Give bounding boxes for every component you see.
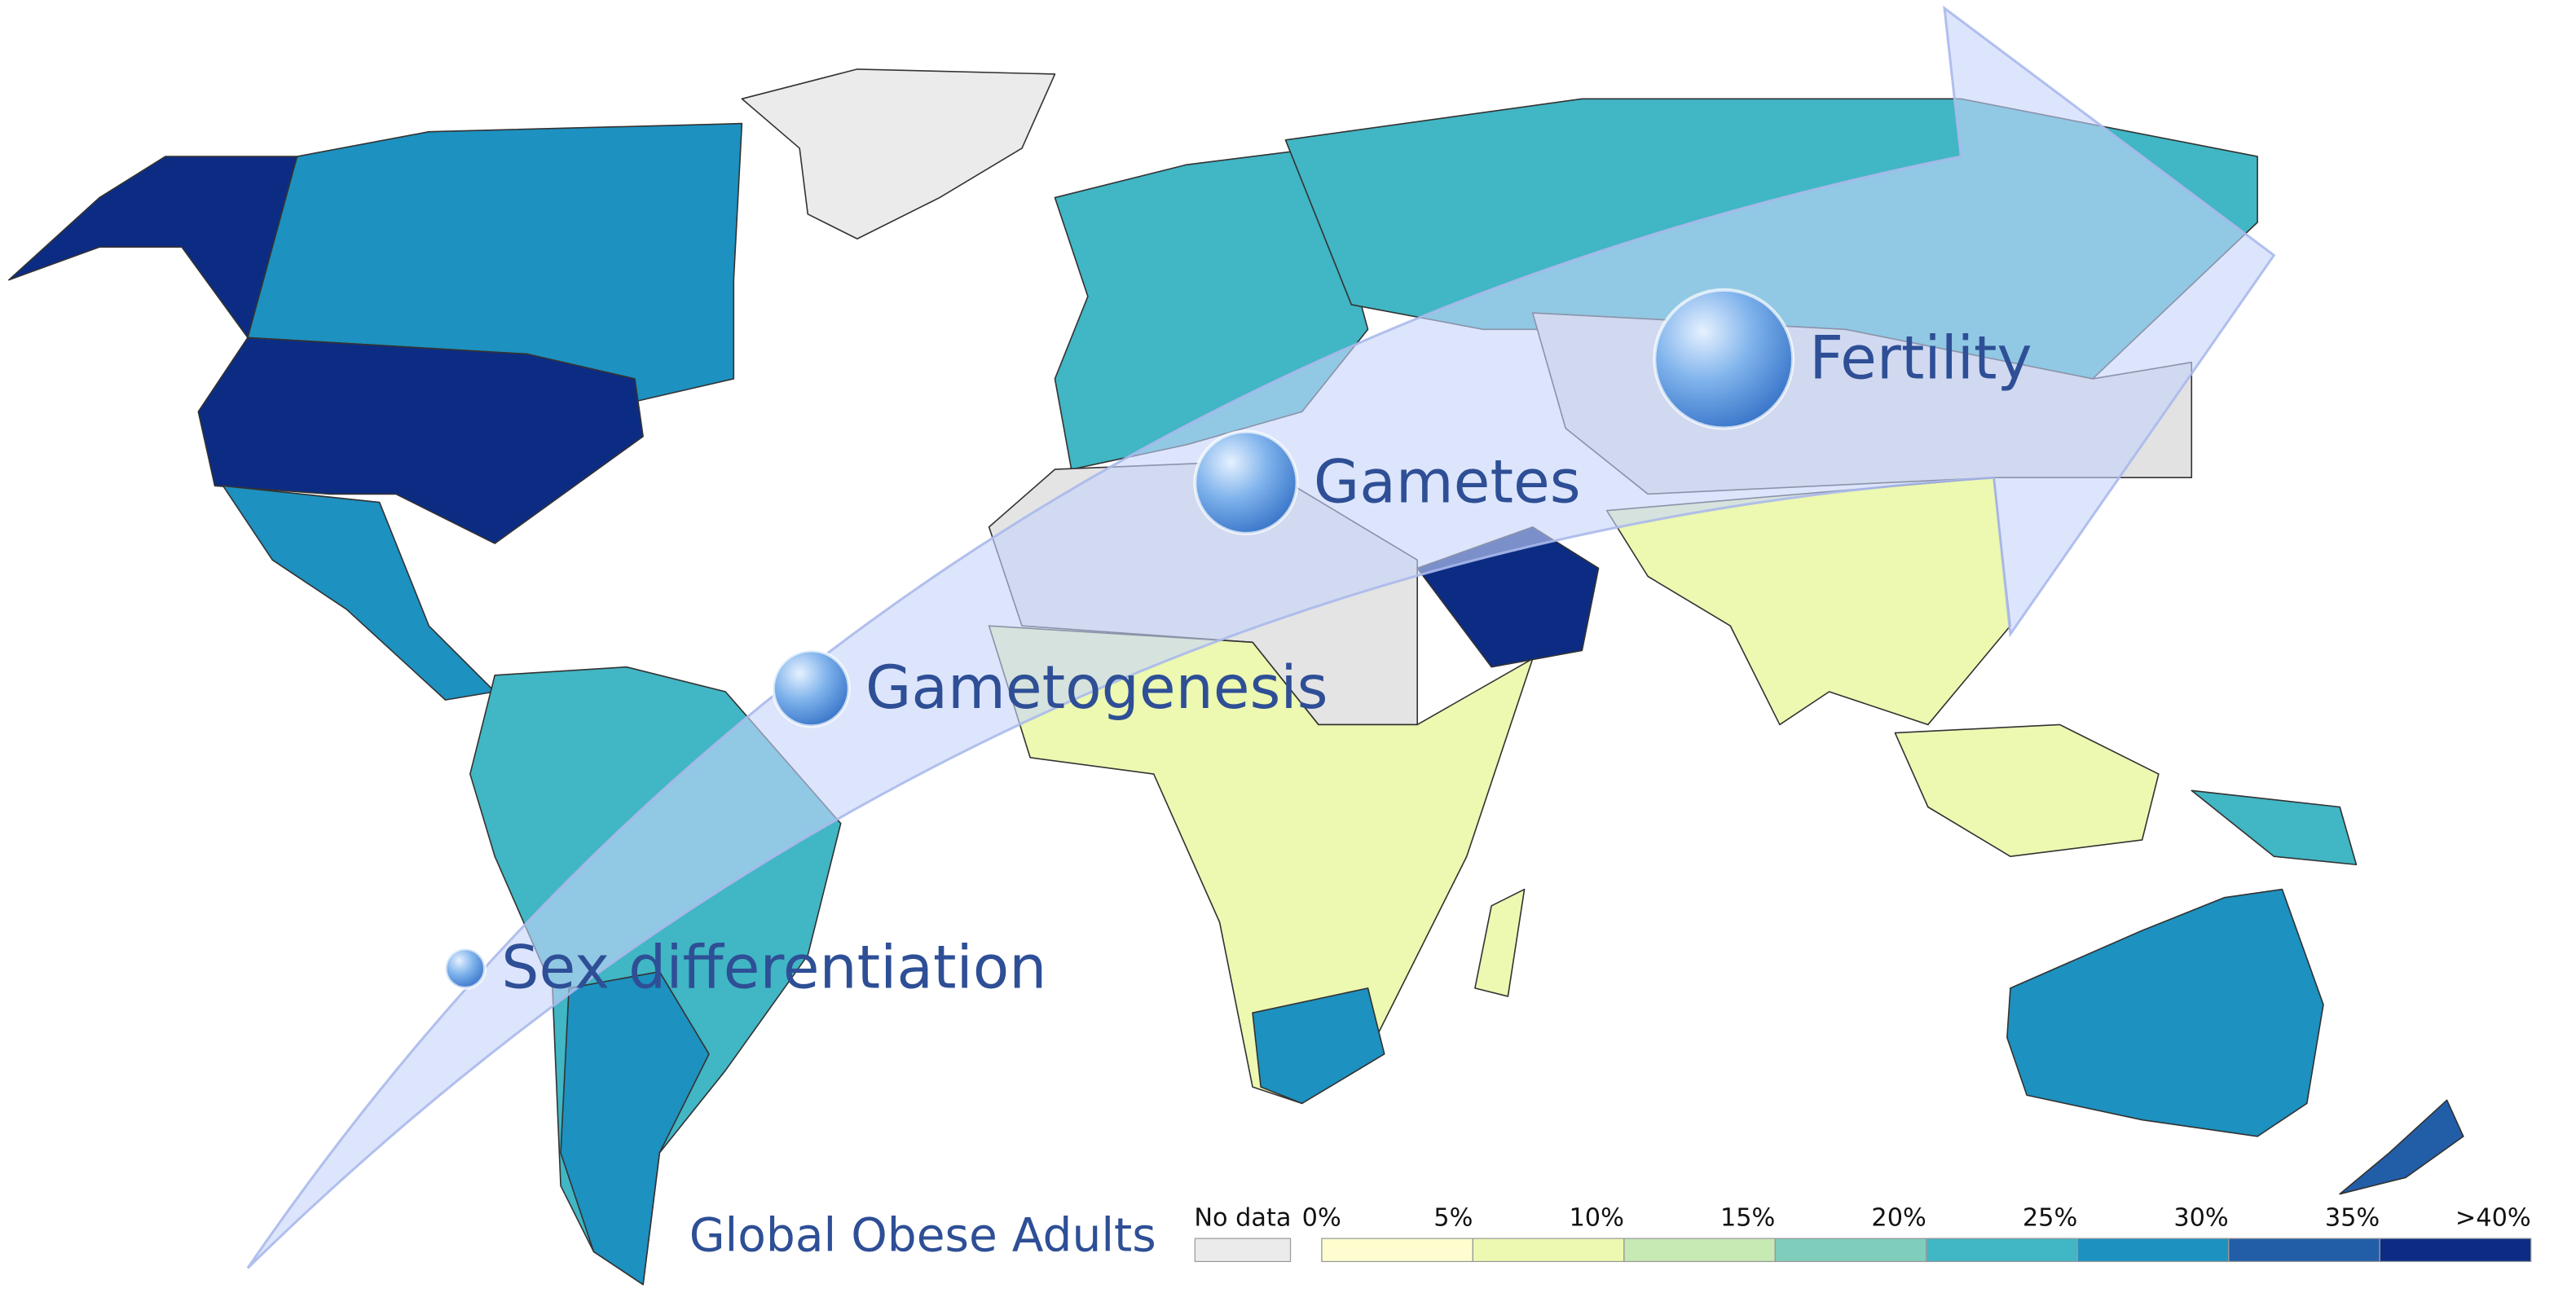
africa <box>988 625 1534 1105</box>
new-zealand <box>2339 1099 2464 1195</box>
no-data-label: No data <box>1194 1203 1291 1232</box>
southern-africa <box>1252 987 1385 1105</box>
stage-bubble <box>1653 288 1795 430</box>
legend-swatch <box>2076 1238 2230 1263</box>
legend-swatch <box>1774 1238 1927 1263</box>
legend-tick-label: 25% <box>2023 1203 2077 1232</box>
legend-tick-label: 30% <box>2173 1203 2228 1232</box>
legend-swatch <box>1623 1238 1776 1263</box>
papua <box>2191 789 2358 866</box>
stage-label: Gametogenesis <box>865 653 1328 723</box>
usa <box>197 336 644 544</box>
legend-swatch <box>2228 1238 2380 1263</box>
legend-swatch <box>1321 1238 1474 1263</box>
stage-label: Sex differentiation <box>501 934 1046 1003</box>
legend-tick-label: 0% <box>1302 1203 1341 1232</box>
stage-bubble <box>443 947 487 990</box>
legend-swatch <box>2379 1238 2532 1263</box>
madagascar <box>1474 888 1526 997</box>
central-america <box>222 485 495 701</box>
no-data-swatch <box>1194 1238 1292 1263</box>
alaska <box>8 156 298 339</box>
stage-label: Gametes <box>1314 447 1581 517</box>
legend-tick-label: 15% <box>1720 1203 1775 1232</box>
greenland <box>741 68 1056 240</box>
stage-bubble <box>1193 429 1299 535</box>
legend-tick-label: 5% <box>1433 1203 1473 1232</box>
legend-swatch <box>1472 1238 1625 1263</box>
legend-tick-label: >40% <box>2455 1203 2531 1232</box>
south-america-south <box>560 970 710 1286</box>
stages: Sex differentiation Gametogenesis Gametes F… <box>443 288 2032 1003</box>
southeast-asia-islands <box>1894 723 2160 857</box>
legend-tick-label: 10% <box>1569 1203 1623 1232</box>
legend-tick-label: 35% <box>2325 1203 2380 1232</box>
legend-tick-label: 20% <box>1871 1203 1926 1232</box>
stage-label: Fertility <box>1809 324 2032 394</box>
map-title: Global Obese Adults <box>689 1209 1156 1263</box>
legend-swatch <box>1926 1238 2078 1263</box>
legend: No data 0% 5% 10% 15% 20% 25% 30% 35% >40% <box>1194 1203 2532 1263</box>
australia <box>2006 888 2324 1137</box>
stage-bubble <box>771 649 851 728</box>
